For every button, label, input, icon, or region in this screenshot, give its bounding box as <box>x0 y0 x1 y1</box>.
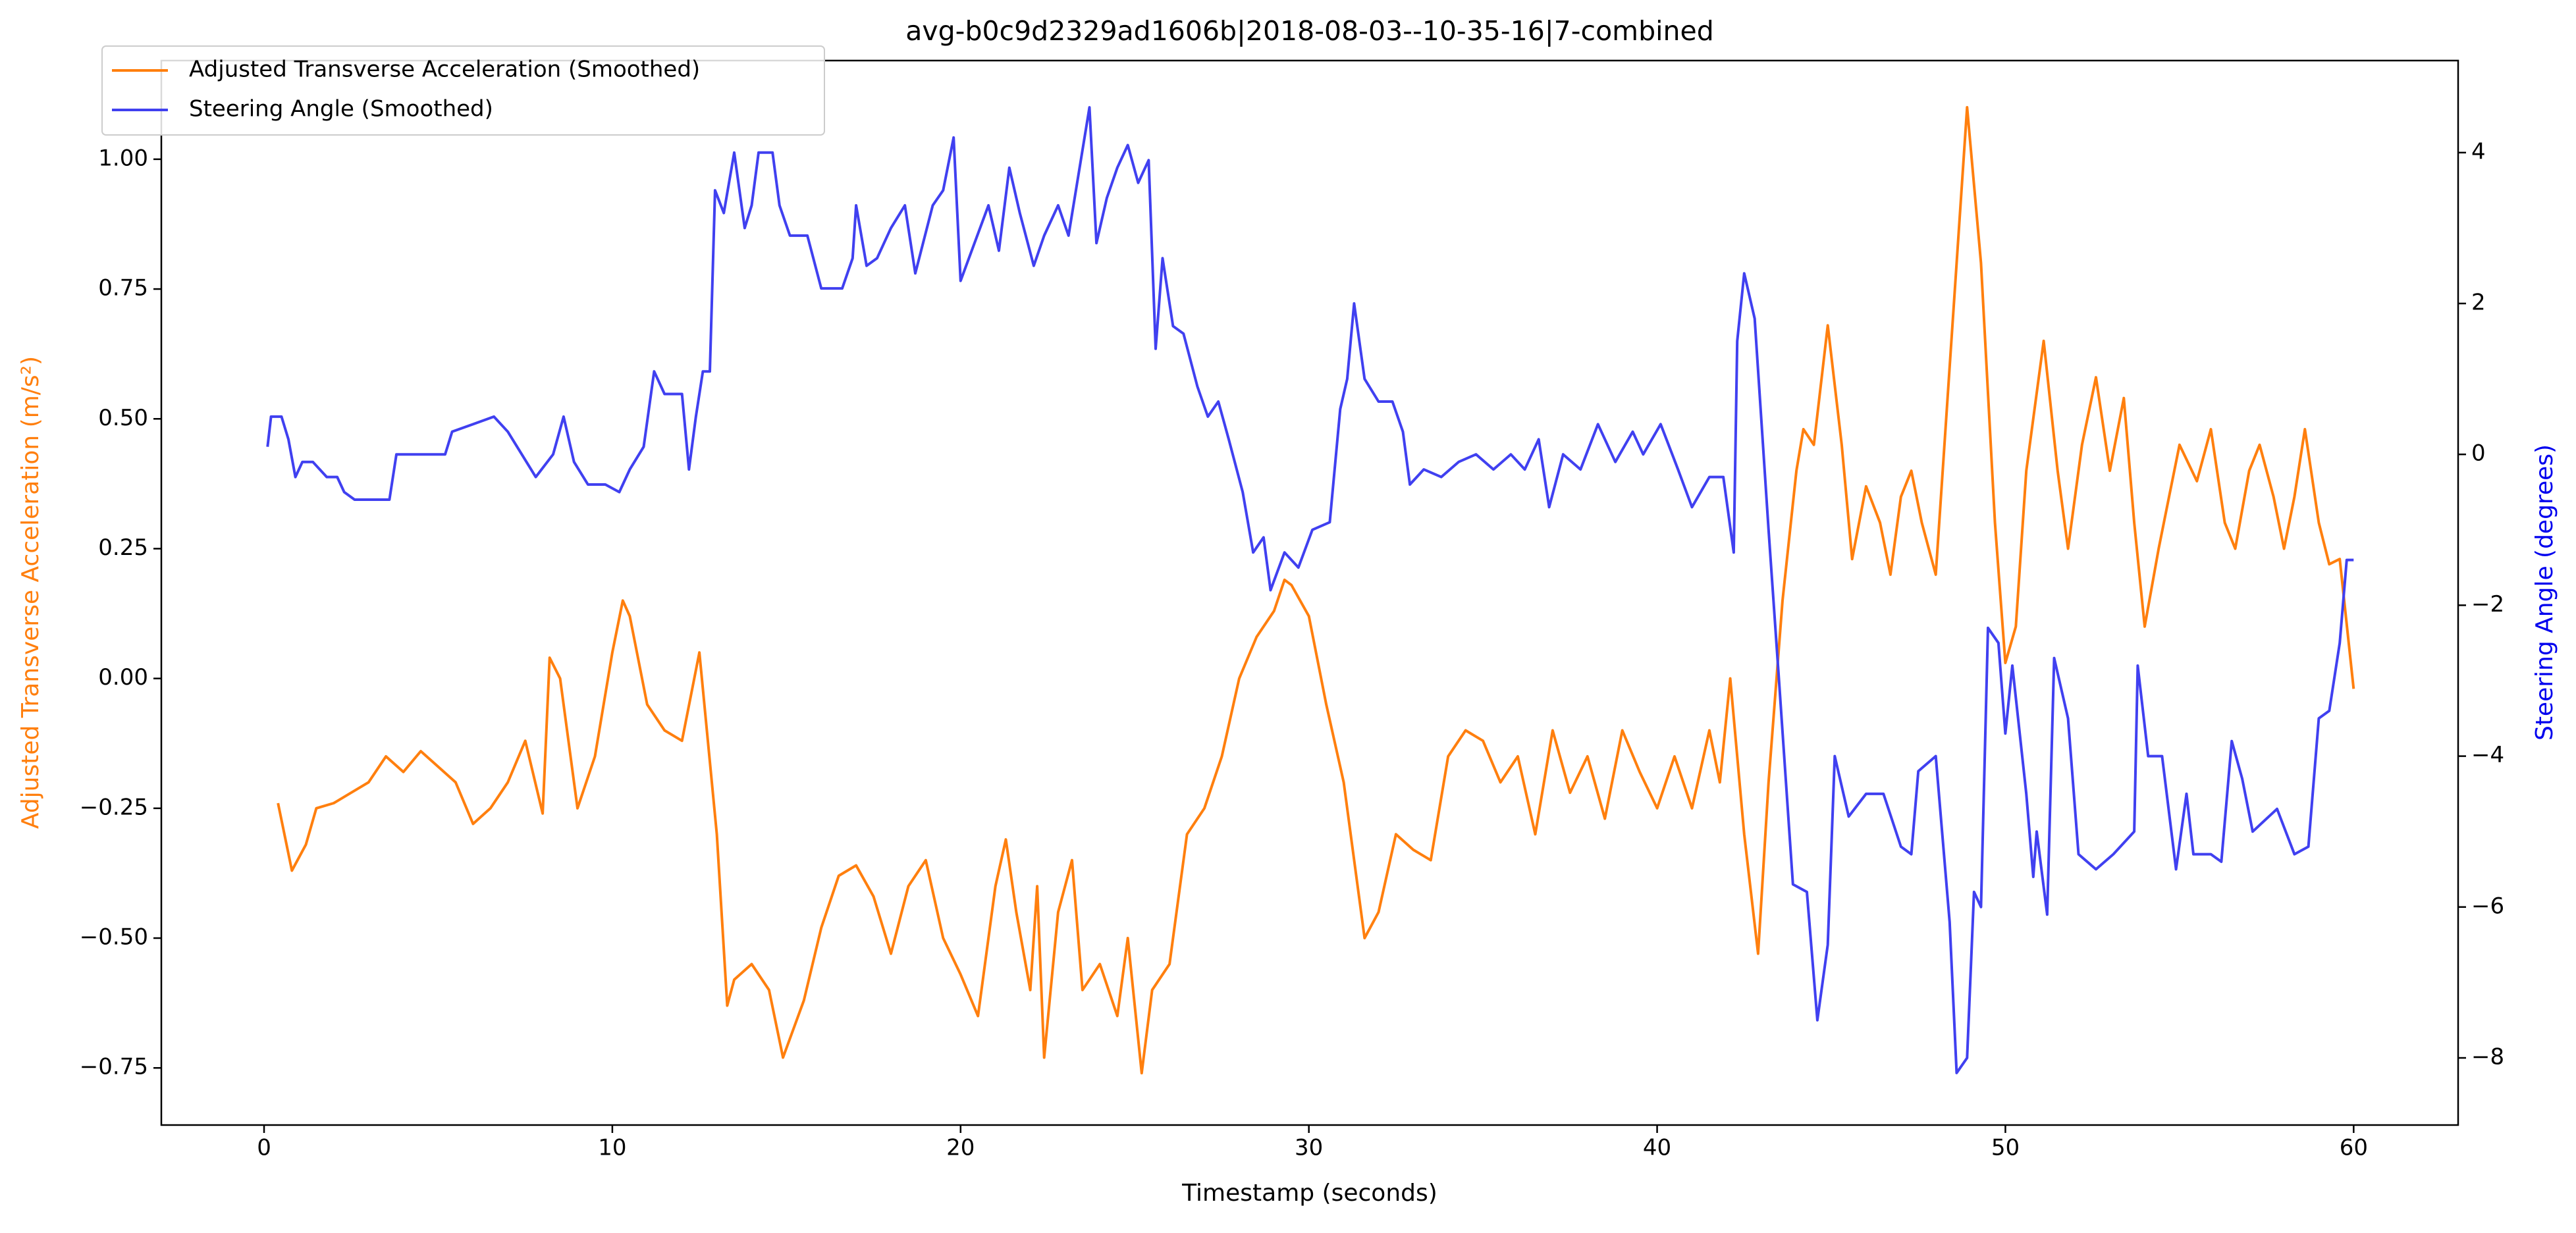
y2-tick-label: 4 <box>2471 138 2486 165</box>
y2-tick-label: 0 <box>2471 440 2486 467</box>
series-line <box>266 106 2354 1074</box>
y-tick-label: 0.00 <box>98 664 148 691</box>
y-tick-label: 0.75 <box>98 275 148 302</box>
y-tick-label: −0.75 <box>80 1054 148 1080</box>
chart-title: avg-b0c9d2329ad1606b|2018-08-03--10-35-1… <box>905 15 1714 47</box>
y-axis-label: Adjusted Transverse Acceleration (m/s²) <box>17 356 44 829</box>
legend-label: Steering Angle (Smoothed) <box>189 96 493 122</box>
y-tick-label: 1.00 <box>98 145 148 171</box>
x-tick-label: 20 <box>946 1135 975 1161</box>
legend-box <box>101 45 825 136</box>
y2-tick-label: −8 <box>2471 1044 2504 1070</box>
y-tick-label: −0.25 <box>80 794 148 820</box>
plot-frame <box>160 59 2459 1126</box>
x-tick-label: 40 <box>1643 1135 1671 1161</box>
x-tick-label: 50 <box>1991 1135 2020 1161</box>
y2-tick-label: 2 <box>2471 290 2486 316</box>
x-tick-label: 10 <box>598 1135 626 1161</box>
y2-tick-label: −6 <box>2471 893 2504 919</box>
x-tick-label: 0 <box>257 1135 271 1161</box>
y-tick-label: −0.50 <box>80 924 148 951</box>
y-tick-label: 0.25 <box>98 535 148 561</box>
series-line <box>277 106 2355 1075</box>
x-tick-label: 30 <box>1295 1135 1323 1161</box>
y2-tick-label: −4 <box>2471 742 2504 768</box>
y2-tick-label: −2 <box>2471 591 2504 617</box>
legend-label: Adjusted Transverse Acceleration (Smooth… <box>189 57 700 83</box>
x-tick-label: 60 <box>2340 1135 2368 1161</box>
y2-axis-label: Steering Angle (degrees) <box>2531 444 2558 741</box>
x-axis-label: Timestamp (seconds) <box>1181 1180 1437 1207</box>
y-tick-label: 0.50 <box>98 405 148 431</box>
